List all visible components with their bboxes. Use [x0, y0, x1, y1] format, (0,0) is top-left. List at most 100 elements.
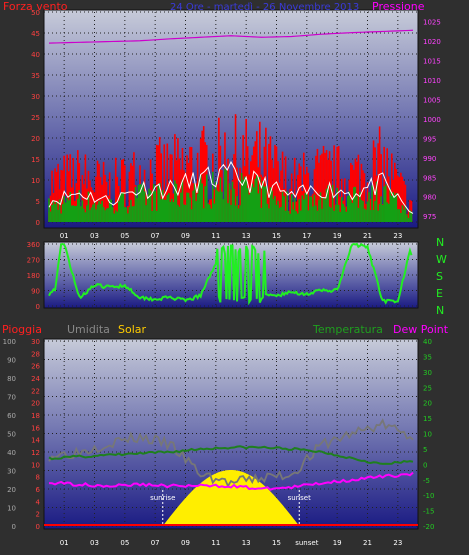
left-tick-label: 0	[36, 219, 40, 227]
right-tick-label: 1025	[423, 19, 441, 27]
left-tick-label: 30	[31, 93, 40, 101]
direction-tick-label: 180	[27, 272, 40, 280]
x-tick-label: 19	[333, 232, 342, 240]
compass-label: N	[436, 304, 444, 317]
humidity-tick-label: 100	[3, 338, 16, 346]
x-tick-label: sunset	[295, 539, 318, 547]
humidity-tick-label: 20	[7, 486, 16, 494]
temp-tick-label: -15	[423, 508, 434, 516]
avg-wind-line	[48, 160, 414, 214]
humidity-tick-label: 70	[7, 394, 16, 402]
right-tick-label: 990	[423, 155, 436, 163]
sunset-label: sunset	[288, 494, 311, 502]
temp-tick-label: 0	[423, 461, 427, 469]
solar-area	[162, 470, 300, 526]
temp-tick-label: 5	[423, 446, 427, 454]
rain-tick-label: 12	[31, 449, 40, 457]
right-tick-label: 985	[423, 174, 436, 182]
rain-tick-label: 26	[31, 363, 40, 371]
rain-tick-label: 30	[31, 338, 40, 346]
compass-label: W	[436, 253, 447, 266]
humidity-tick-label: 50	[7, 431, 16, 439]
rain-label: Pioggia	[2, 323, 42, 336]
direction-tick-label: 360	[27, 241, 40, 249]
rain-tick-label: 4	[36, 498, 41, 506]
humidity-tick-label: 80	[7, 375, 16, 383]
chart-title: 24 Ore - martedì - 26 Novembre 2013	[170, 1, 359, 13]
wind-direction-line	[48, 242, 413, 306]
left-tick-label: 10	[31, 177, 40, 185]
x-tick-label: 05	[120, 232, 129, 240]
x-tick-label: 09	[181, 539, 190, 547]
right-tick-label: 1015	[423, 58, 441, 66]
temp-tick-label: 30	[423, 369, 432, 377]
rain-tick-label: 0	[36, 523, 40, 531]
humidity-tick-label: 60	[7, 412, 16, 420]
left-tick-label: 40	[31, 51, 40, 59]
rain-tick-label: 16	[31, 424, 40, 432]
humidity-tick-label: 30	[7, 468, 16, 476]
temp-tick-label: -5	[423, 477, 430, 485]
temperature-line	[48, 445, 414, 465]
humidity-tick-label: 90	[7, 357, 16, 365]
temp-tick-label: 10	[423, 431, 432, 439]
x-tick-label: 15	[272, 232, 281, 240]
dewpoint-line	[48, 471, 414, 491]
rain-tick-label: 6	[36, 486, 41, 494]
x-tick-label: 05	[120, 539, 129, 547]
right-tick-label: 995	[423, 135, 436, 143]
pressure-line	[48, 29, 414, 44]
x-tick-label: 03	[90, 232, 99, 240]
x-tick-label: 15	[272, 539, 281, 547]
right-tick-label: 1005	[423, 97, 441, 105]
rain-tick-label: 28	[31, 350, 40, 358]
rain-tick-label: 22	[31, 387, 40, 395]
x-tick-label: 07	[151, 232, 160, 240]
temp-tick-label: -10	[423, 492, 434, 500]
compass-label: N	[436, 236, 444, 249]
compass-label: S	[436, 270, 443, 283]
rain-tick-label: 20	[31, 400, 40, 408]
x-tick-label: 01	[60, 232, 69, 240]
x-tick-label: 21	[363, 232, 372, 240]
sunrise-label: sunrise	[150, 494, 175, 502]
x-tick-label: 11	[211, 539, 220, 547]
rain-tick-label: 8	[36, 474, 40, 482]
humidity-tick-label: 0	[12, 523, 16, 531]
humidity-line	[48, 418, 414, 489]
direction-tick-label: 90	[31, 288, 40, 296]
rain-tick-label: 10	[31, 461, 40, 469]
direction-tick-label: 270	[27, 257, 40, 265]
direction-tick-label: 0	[36, 303, 40, 311]
humidity-tick-label: 10	[7, 505, 16, 513]
x-tick-label: 19	[333, 539, 342, 547]
rain-tick-label: 24	[31, 375, 40, 383]
temperature-label: Temperatura	[312, 323, 383, 336]
temp-tick-label: -20	[423, 523, 434, 531]
x-tick-label: 11	[211, 232, 220, 240]
left-tick-label: 5	[36, 198, 40, 206]
right-tick-label: 975	[423, 213, 436, 221]
left-tick-label: 20	[31, 135, 40, 143]
left-tick-label: 15	[31, 156, 40, 164]
x-tick-label: 17	[302, 232, 311, 240]
x-tick-label: 21	[363, 539, 372, 547]
x-tick-label: 01	[60, 539, 69, 547]
wind-speed-label: Forza vento	[3, 0, 68, 13]
humidity-label: Umidita	[67, 323, 110, 336]
left-tick-label: 25	[31, 114, 40, 122]
x-tick-label: 23	[393, 539, 402, 547]
temp-tick-label: 20	[423, 400, 432, 408]
temp-tick-label: 25	[423, 384, 432, 392]
rain-tick-label: 2	[36, 511, 40, 519]
left-tick-label: 45	[31, 30, 40, 38]
right-tick-label: 1020	[423, 38, 441, 46]
temp-tick-label: 35	[423, 353, 432, 361]
dewpoint-label: Dew Point	[393, 323, 449, 336]
x-tick-label: 23	[393, 232, 402, 240]
right-tick-label: 1010	[423, 77, 441, 85]
x-tick-label: 13	[242, 232, 251, 240]
temp-tick-label: 40	[423, 338, 432, 346]
x-tick-label: 13	[242, 539, 251, 547]
